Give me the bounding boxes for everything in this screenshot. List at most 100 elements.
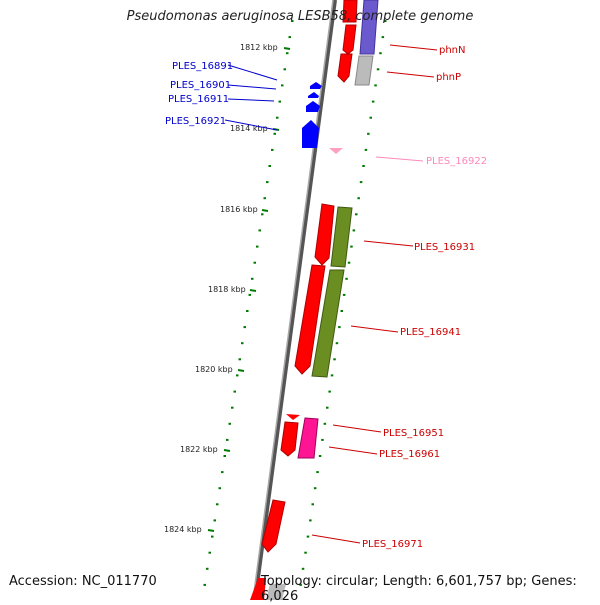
gene-bottom-red[interactable] [250, 578, 266, 600]
gene-PLES_16921[interactable] [302, 120, 319, 148]
tick-dot [283, 68, 286, 71]
tick-dot [276, 116, 279, 119]
tick-dot [221, 471, 224, 474]
scale-labels: 1812 kbp 1814 kbp 1816 kbp 1818 kbp 1820… [164, 43, 291, 534]
label-PLES_16911[interactable]: PLES_16911 [168, 94, 229, 105]
tick-dot [355, 213, 358, 216]
gene-bottom-gray[interactable] [266, 584, 286, 600]
tick-dot [256, 245, 259, 248]
label-PLES_16931[interactable]: PLES_16931 [414, 242, 475, 253]
label-phnP[interactable]: phnP [436, 72, 461, 83]
scale-label-1822: 1822 kbp [180, 445, 218, 454]
genome-backbone [253, 0, 337, 601]
gene-PLES_16931-olive[interactable] [330, 206, 353, 268]
tick-dot [241, 342, 244, 345]
tick-dot [261, 213, 264, 216]
gene-PLES_16911[interactable] [306, 101, 320, 112]
tick-dot [340, 310, 343, 312]
tick-dot [286, 52, 289, 55]
gene-PLES_16941-olive[interactable] [311, 269, 345, 378]
gene-PLES_16941[interactable] [294, 264, 326, 375]
scale-label-1820: 1820 kbp [195, 365, 233, 374]
tick-dot [316, 471, 319, 474]
tick-dot [208, 551, 211, 554]
tick-dot [291, 20, 294, 22]
gene-features [250, 0, 379, 600]
tick-dot [376, 68, 380, 71]
tick-dot [278, 100, 281, 103]
label-PLES_16971[interactable]: PLES_16971 [362, 539, 423, 550]
gene-top-red[interactable] [342, 0, 358, 23]
gene-PLES_16961[interactable] [297, 417, 319, 459]
label-connectors [224, 44, 438, 544]
label-PLES_16922[interactable]: PLES_16922 [426, 156, 487, 167]
genome-backbone-highlight [252, 0, 334, 601]
tick-dot [333, 358, 336, 361]
gene-PLES_16901[interactable] [308, 92, 319, 98]
scale-label-1814: 1814 kbp [230, 124, 268, 133]
tick-dot [211, 535, 214, 538]
gene-PLES_16891[interactable] [310, 82, 322, 89]
gene-phnN-purple[interactable] [359, 0, 379, 55]
tick-dot [301, 567, 305, 570]
tick-dot [251, 277, 254, 280]
scale-tick-1818 [249, 289, 257, 292]
tick-dot [263, 197, 266, 200]
tick-dot [374, 84, 377, 87]
tick-dot [223, 455, 226, 457]
gene-PLES_16931[interactable] [314, 203, 335, 266]
scale-tick-1816 [261, 209, 269, 212]
tick-dot [359, 181, 363, 184]
tick-dot [306, 535, 310, 538]
tick-dot [266, 181, 269, 184]
gene-phnP-gray[interactable] [354, 55, 374, 86]
tick-dot [326, 406, 329, 409]
tick-dot [384, 20, 387, 22]
tick-dot [288, 36, 291, 39]
tick-dot [350, 245, 353, 248]
gene-phnN-red[interactable] [342, 24, 357, 55]
tick-marks-outer [201, 20, 294, 602]
gene-labels-right: phnN phnP PLES_16922 PLES_16931 PLES_169… [362, 45, 487, 550]
label-PLES_16891[interactable]: PLES_16891 [172, 61, 233, 72]
tick-dot [218, 487, 221, 490]
tick-dot [381, 36, 385, 39]
tick-dot [304, 551, 307, 554]
gene-phnP-red[interactable] [337, 53, 353, 83]
tick-dot [352, 229, 356, 232]
scale-tick-1824 [207, 529, 215, 532]
gene-PLES_16951[interactable] [280, 421, 299, 457]
tick-dot [318, 455, 322, 457]
tick-dot [338, 326, 341, 329]
tick-dot [367, 132, 370, 135]
label-PLES_16921[interactable]: PLES_16921 [165, 116, 226, 127]
gene-PLES_16922[interactable] [329, 148, 343, 154]
label-PLES_16941[interactable]: PLES_16941 [400, 327, 461, 338]
gene-small-red-arrow[interactable] [286, 414, 300, 420]
tick-dot [258, 229, 261, 232]
tick-dot [313, 487, 317, 490]
tick-dot [248, 293, 251, 296]
tick-dot [238, 358, 241, 361]
tick-dot [342, 293, 346, 296]
accession-text: Accession: NC_011770 [9, 574, 157, 589]
tick-dot [345, 277, 348, 280]
label-PLES_16901[interactable]: PLES_16901 [170, 80, 231, 91]
tick-dot [364, 148, 368, 151]
label-PLES_16961[interactable]: PLES_16961 [379, 449, 440, 460]
scale-label-1818: 1818 kbp [208, 285, 246, 294]
gene-PLES_16971[interactable] [261, 499, 286, 553]
label-PLES_16951[interactable]: PLES_16951 [383, 428, 444, 439]
tick-dot [216, 503, 219, 506]
tick-dot [328, 390, 331, 393]
tick-dot [243, 326, 246, 329]
tick-dot [253, 261, 256, 264]
tick-dot [330, 374, 334, 377]
tick-dot [369, 116, 372, 119]
tick-dot [273, 132, 276, 135]
tick-dot [281, 84, 284, 87]
tick-dot [236, 374, 239, 377]
label-phnN[interactable]: phnN [439, 45, 466, 56]
scale-tick-1812 [283, 47, 291, 50]
